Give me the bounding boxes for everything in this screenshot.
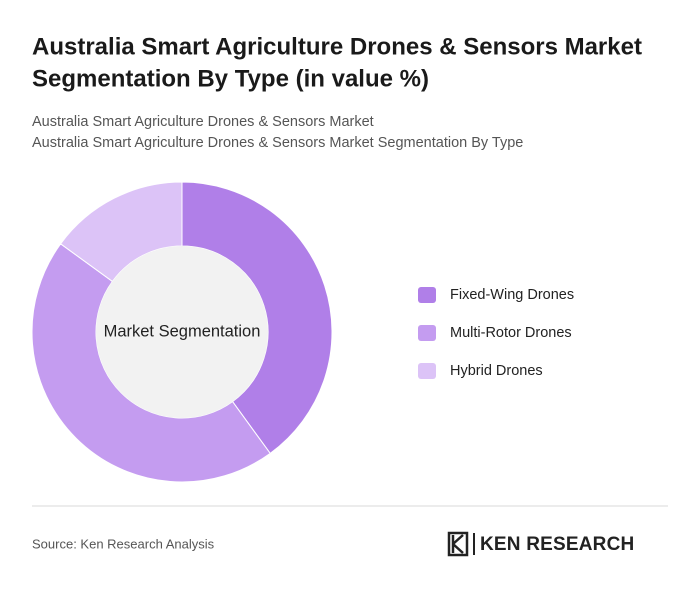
chart-title: Australia Smart Agriculture Drones & Sen…: [32, 33, 642, 60]
donut-center: [96, 246, 268, 418]
legend-label: Hybrid Drones: [450, 363, 543, 379]
source: Source: Ken Research Analysis: [32, 536, 215, 551]
chart-subtitle: Australia Smart Agriculture Drones & Sen…: [32, 114, 374, 130]
legend-label: Fixed-Wing Drones: [450, 287, 574, 303]
donut: [31, 181, 333, 483]
legend-swatch: [418, 363, 436, 379]
center-label: Market Segmentation: [104, 322, 261, 340]
legend: Fixed-Wing Drones Multi-Rotor Drones Hybri…: [418, 287, 574, 379]
logo-text: KEN RESEARCH: [480, 534, 634, 555]
legend-label: Multi-Rotor Drones: [450, 325, 572, 341]
chart-title: Segmentation By Type (in value %): [32, 65, 429, 92]
legend-swatch: [418, 287, 436, 303]
chart-subtitle: Australia Smart Agriculture Drones & Sen…: [32, 135, 523, 151]
logo-icon: [447, 531, 475, 557]
legend-swatch: [418, 325, 436, 341]
